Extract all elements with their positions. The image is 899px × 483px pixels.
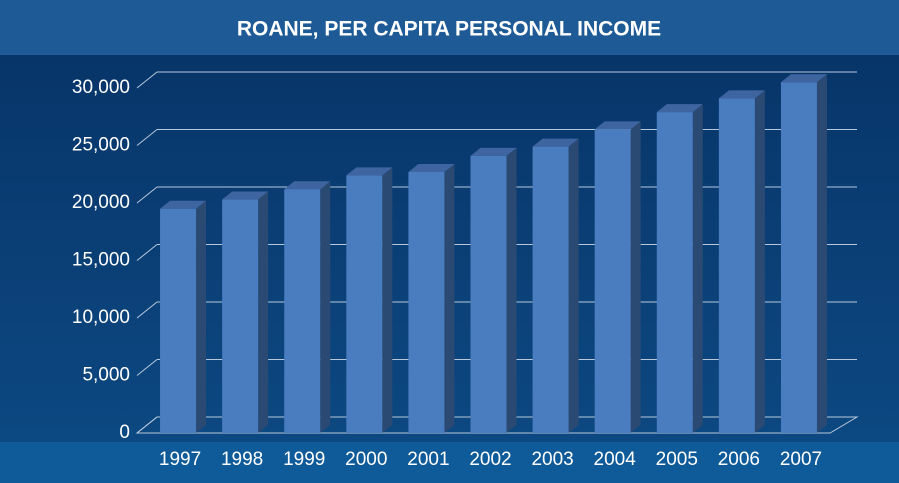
y-tick-label: 20,000 [72,192,130,213]
y-tick-label: 30,000 [72,77,130,98]
bar-side [382,167,393,433]
y-tick-label: 0 [119,422,130,443]
x-tick-label: 2004 [594,449,637,470]
y-tick-label: 10,000 [72,307,130,328]
bar-top [780,74,827,83]
grid-line-side [136,71,158,89]
grid-line-side [136,301,158,319]
bar-side [692,104,703,434]
x-tick-label: 2006 [718,449,760,470]
bar-top [408,163,455,172]
title-bar [0,0,899,55]
bar [284,189,321,433]
bar-top [284,181,331,190]
bar [160,208,197,433]
x-tick-label: 1997 [159,449,201,470]
bar-top [594,121,641,130]
bar-side [754,90,765,433]
x-tick-label: 2002 [469,449,511,470]
bar-top [160,200,207,209]
bar [408,171,445,433]
grid-line-side [136,359,158,376]
bar-top [532,138,579,147]
y-tick-label: 5,000 [82,365,130,386]
bar [470,155,507,433]
chart-title: ROANE, PER CAPITA PERSONAL INCOME [237,18,661,41]
bar-side [506,147,517,433]
bottom-band [0,442,899,483]
x-tick-label: 2007 [780,449,822,470]
x-tick-label: 2005 [656,449,698,470]
bar [346,175,383,433]
bar [532,146,569,433]
grid-line-side [136,186,158,204]
bar-top [222,191,269,200]
bar [718,98,755,433]
x-tick-label: 2001 [407,449,449,470]
bar-side [568,138,579,433]
bar-side [444,163,455,433]
x-tick-label: 2003 [531,449,573,470]
bar-top [656,104,703,113]
bar-side [196,200,207,433]
bar-side [816,74,827,433]
bar-side [630,121,641,434]
x-tick-label: 1999 [283,449,325,470]
bar [222,199,259,433]
x-tick-label: 1998 [221,449,263,470]
y-tick-label: 25,000 [72,135,130,156]
bar-top [718,90,765,99]
y-tick-label: 15,000 [72,250,130,271]
bar [594,129,631,433]
grid-line-side [136,416,158,434]
grid-line-side [136,129,158,146]
bar-side [258,191,269,433]
bar-top [346,167,393,176]
x-tick-label: 2000 [345,449,387,470]
bar-side [320,181,331,433]
bar [656,112,693,434]
grid-line-side [136,244,158,261]
bar-top [470,147,517,156]
bar [780,82,817,433]
